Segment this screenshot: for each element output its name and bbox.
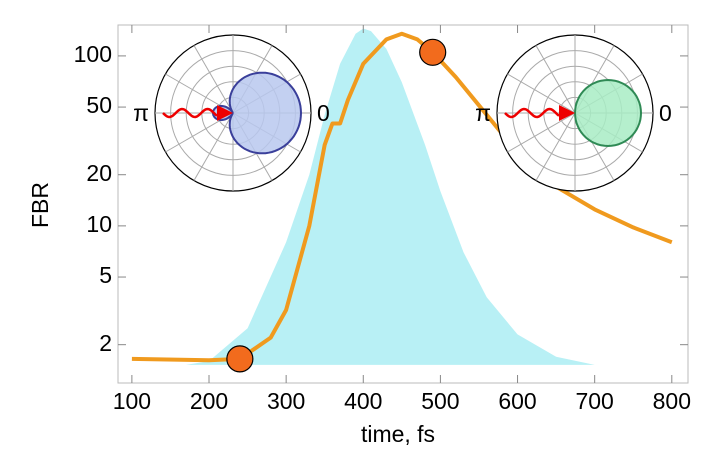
polar-label: 0 xyxy=(317,100,330,126)
polar-label: 0 xyxy=(659,100,672,126)
y-axis-label: FBR xyxy=(27,182,53,228)
polar-label: π xyxy=(133,100,149,126)
plot-frame xyxy=(117,24,689,384)
x-tick-label: 100 xyxy=(113,388,151,414)
x-tick-label: 500 xyxy=(421,388,459,414)
x-axis-label: time, fs xyxy=(361,421,435,447)
y-tick-label: 20 xyxy=(86,160,112,186)
x-tick-label: 700 xyxy=(575,388,613,414)
marker xyxy=(419,38,447,66)
marker xyxy=(226,345,254,373)
incident-wave xyxy=(162,107,218,119)
y-tick-label: 2 xyxy=(99,330,112,356)
polar-label: π xyxy=(475,100,491,126)
x-tick-label: 600 xyxy=(498,388,536,414)
incident-arrow xyxy=(559,105,575,121)
y-tick-label: 50 xyxy=(86,92,112,118)
x-tick-label: 200 xyxy=(190,388,228,414)
incident-arrow xyxy=(217,105,233,121)
y-tick-label: 10 xyxy=(86,211,112,237)
incident-wave xyxy=(504,107,560,119)
area xyxy=(185,28,595,365)
x-tick-label: 300 xyxy=(267,388,305,414)
x-tick-label: 800 xyxy=(653,388,691,414)
y-tick-label: 5 xyxy=(99,262,112,288)
y-tick-label: 100 xyxy=(74,41,112,67)
polar-pattern xyxy=(573,78,643,148)
x-tick-label: 400 xyxy=(344,388,382,414)
